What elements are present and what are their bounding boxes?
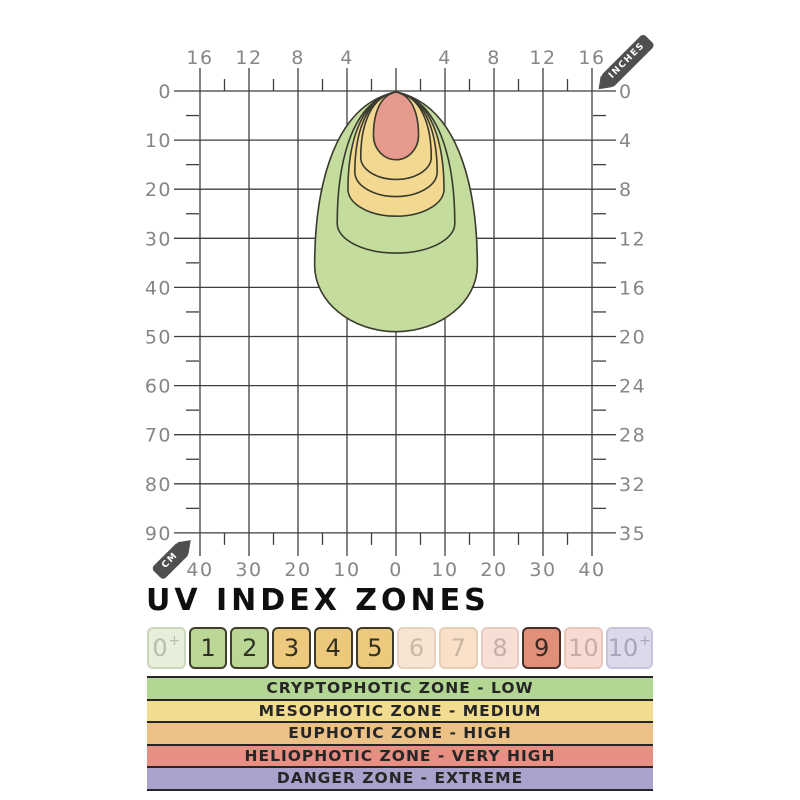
uv-scale-cell-2: 2 [230, 627, 270, 669]
zone-bar: EUPHOTIC ZONE - HIGH [147, 721, 653, 744]
bottom-axis-tick-label: 40 [186, 559, 213, 581]
left-axis-tick-label: 40 [145, 277, 172, 299]
left-axis-tick-label: 20 [145, 179, 172, 201]
right-axis-tick-label: 20 [619, 327, 646, 349]
beam-ring-red-high-core [372, 91, 420, 161]
top-axis-tick-label: 16 [578, 47, 605, 69]
bottom-axis-tick-label: 30 [529, 559, 556, 581]
right-axis-tick-label: 24 [619, 376, 646, 398]
page-title: UV INDEX ZONES [146, 583, 490, 618]
bottom-axis-tick-label: 10 [431, 559, 458, 581]
left-axis-tick-label: 50 [145, 327, 172, 349]
bottom-axis-tick-label: 10 [333, 559, 360, 581]
zone-bar: CRYPTOPHOTIC ZONE - LOW [147, 676, 653, 699]
zone-legend: CRYPTOPHOTIC ZONE - LOW MESOPHOTIC ZONE -… [147, 676, 653, 791]
top-axis-tick-label: 12 [235, 47, 262, 69]
zone-bar: MESOPHOTIC ZONE - MEDIUM [147, 698, 653, 721]
zone-bar: DANGER ZONE - EXTREME [147, 766, 653, 791]
right-axis-tick-label: 12 [619, 228, 646, 250]
top-axis-tick-label: 8 [291, 47, 305, 69]
beam-rings [313, 91, 479, 333]
left-axis-tick-label: 80 [145, 474, 172, 496]
right-axis-tick-label: 35 [619, 523, 646, 545]
right-axis-tick-label: 8 [619, 179, 633, 201]
bottom-axis-tick-label: 0 [389, 559, 403, 581]
uv-distribution-chart: 16 12 8 4 4 8 12 16 40 30 20 10 0 10 20 30 40 0 10 20 30 40 50… [0, 0, 800, 585]
uv-scale-cell-3: 3 [272, 627, 311, 669]
right-axis-tick-label: 4 [619, 130, 633, 152]
uv-scale-cell-5: 5 [355, 627, 395, 669]
right-axis-tick-label: 16 [619, 277, 646, 299]
top-axis-tick-label: 4 [438, 47, 452, 69]
uv-scale-cell-9: 9 [522, 627, 562, 669]
top-axis-tick-label: 8 [487, 47, 501, 69]
uv-scale-cell-7: 7 [438, 627, 478, 669]
uv-scale-cell-4: 4 [313, 627, 353, 669]
top-axis-tick-label: 12 [529, 47, 556, 69]
uv-scale-cell-6: 6 [397, 627, 436, 669]
right-axis-tick-label: 32 [619, 474, 646, 496]
zone-bar: HELIOPHOTIC ZONE - VERY HIGH [147, 743, 653, 766]
top-axis-tick-label: 16 [186, 47, 213, 69]
bottom-axis-tick-label: 30 [235, 559, 262, 581]
left-axis-tick-label: 30 [145, 228, 172, 250]
uv-scale-cell-10+: 10 + [605, 627, 654, 669]
uv-scale-cell-8: 8 [480, 627, 520, 669]
uv-index-scale: 0 +1 2 3 4 5 6 7 8 9 10 10 + [147, 627, 654, 669]
bottom-axis-tick-label: 40 [578, 559, 605, 581]
left-axis-tick-label: 70 [145, 425, 172, 447]
uv-scale-cell-0+: 0 + [147, 627, 186, 669]
left-axis-tick-label: 90 [145, 523, 172, 545]
right-axis-tick-label: 0 [619, 81, 633, 103]
left-axis-tick-label: 10 [145, 130, 172, 152]
bottom-axis-tick-label: 20 [480, 559, 507, 581]
uv-scale-cell-10: 10 [564, 627, 603, 669]
right-axis-tick-label: 28 [619, 425, 646, 447]
left-axis-tick-label: 60 [145, 376, 172, 398]
bottom-axis-tick-label: 20 [284, 559, 311, 581]
top-axis-tick-label: 4 [340, 47, 354, 69]
uv-scale-cell-1: 1 [188, 627, 228, 669]
left-axis-tick-label: 0 [158, 81, 172, 103]
